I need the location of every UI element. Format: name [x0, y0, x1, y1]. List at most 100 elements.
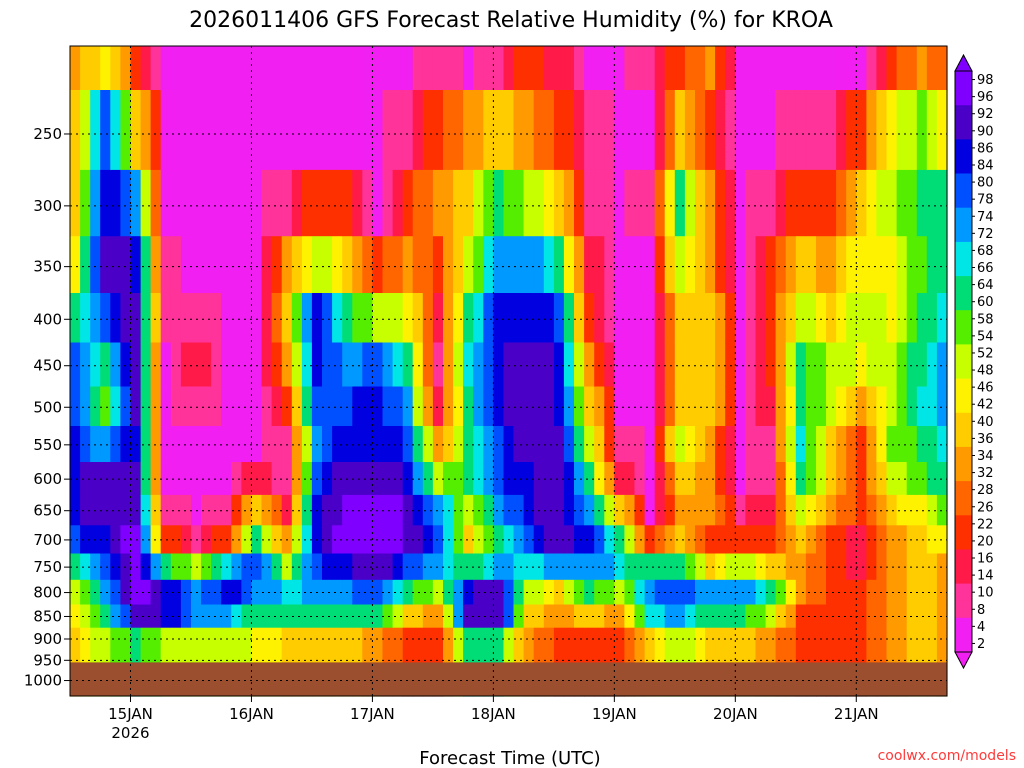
heatmap-cell	[261, 386, 273, 427]
heatmap-cell	[352, 494, 363, 526]
colorbar-swatch	[955, 429, 972, 448]
heatmap-cell	[271, 46, 283, 91]
heatmap-cell	[906, 46, 918, 91]
heatmap-cell	[574, 90, 585, 171]
heatmap-cell	[644, 604, 656, 629]
heatmap-cell	[100, 90, 111, 171]
heatmap-cell	[735, 627, 746, 651]
heatmap-cell	[533, 342, 545, 388]
heatmap-cell	[644, 386, 656, 427]
heatmap-cell	[180, 46, 192, 91]
heatmap-cell	[80, 426, 91, 463]
heatmap-cell	[664, 342, 676, 388]
heatmap-cell	[170, 342, 182, 388]
heatmap-cell	[634, 236, 646, 294]
heatmap-cell	[886, 293, 898, 344]
heatmap-cell	[926, 627, 938, 651]
heatmap-cell	[886, 627, 898, 651]
heatmap-cell	[916, 293, 928, 344]
heatmap-cell	[453, 90, 464, 171]
heatmap-cell	[876, 46, 888, 91]
heatmap-cell	[836, 604, 847, 629]
heatmap-cell	[100, 46, 111, 91]
heatmap-cell	[543, 46, 555, 91]
heatmap-cell	[412, 342, 424, 388]
heatmap-cell	[584, 293, 595, 344]
heatmap-cell	[896, 494, 908, 526]
heatmap-cell	[170, 386, 182, 427]
colorbar-tick-label: 34	[977, 449, 994, 464]
heatmap-cell	[735, 293, 746, 344]
heatmap-cell	[523, 236, 535, 294]
heatmap-cell	[886, 494, 898, 526]
heatmap-cell	[684, 236, 696, 294]
heatmap-cell	[584, 236, 595, 294]
heatmap-cell	[453, 236, 464, 294]
heatmap-cell	[634, 293, 646, 344]
heatmap-cell	[523, 579, 535, 606]
heatmap-cell	[322, 386, 333, 427]
heatmap-cell	[201, 604, 212, 629]
heatmap-cell	[594, 90, 605, 171]
heatmap-cell	[90, 293, 101, 344]
heatmap-cell	[140, 342, 152, 388]
heatmap-cell	[745, 90, 757, 171]
heatmap-cell	[211, 236, 222, 294]
heatmap-cell	[503, 293, 515, 344]
heatmap-cell	[816, 426, 827, 463]
heatmap-cell	[231, 553, 242, 581]
heatmap-cell	[735, 604, 746, 629]
heatmap-cell	[735, 46, 746, 91]
colorbar-swatch	[955, 617, 972, 636]
heatmap-cell	[110, 90, 121, 171]
heatmap-cell	[674, 604, 686, 629]
y-tick-label: 750	[33, 558, 62, 576]
heatmap-cell	[624, 46, 636, 91]
colorbar-frame	[954, 70, 973, 653]
heatmap-cell	[634, 342, 646, 388]
heatmap-cell	[936, 525, 948, 555]
heatmap-cell	[866, 604, 878, 629]
heatmap-cell	[715, 494, 726, 526]
heatmap-cell	[876, 342, 888, 388]
heatmap-cell	[654, 627, 666, 651]
heatmap-cell	[150, 169, 162, 237]
heatmap-cell	[936, 494, 948, 526]
heatmap-cell	[735, 386, 746, 427]
heatmap-cell	[301, 525, 313, 555]
heatmap-cell	[231, 169, 242, 237]
colorbar-swatch	[955, 481, 972, 499]
heatmap-cell	[211, 525, 222, 555]
colorbar-swatch	[955, 634, 972, 653]
credit-link[interactable]: coolwx.com/models	[878, 748, 1016, 764]
heatmap-cell	[745, 46, 757, 91]
heatmap-cell	[795, 494, 807, 526]
heatmap-cell	[594, 46, 605, 91]
heatmap-cell	[311, 386, 323, 427]
heatmap-cell	[926, 236, 938, 294]
heatmap-cell	[684, 342, 696, 388]
heatmap-cell	[170, 579, 182, 606]
heatmap-cell	[140, 169, 152, 237]
heatmap-cell	[463, 426, 474, 463]
heatmap-cell	[604, 169, 615, 237]
heatmap-cell	[785, 342, 797, 388]
heatmap-cell	[211, 462, 222, 496]
heatmap-cell	[241, 426, 253, 463]
heatmap-cell	[715, 604, 726, 629]
colorbar-tick-label: 32	[977, 466, 994, 481]
heatmap-cell	[896, 342, 908, 388]
heatmap-cell	[856, 90, 867, 171]
heatmap-cell	[211, 46, 222, 91]
heatmap-cell	[574, 579, 585, 606]
heatmap-cell	[160, 386, 172, 427]
heatmap-cell	[805, 236, 817, 294]
heatmap-cell	[765, 579, 777, 606]
heatmap-cell	[261, 236, 273, 294]
heatmap-cell	[715, 627, 726, 651]
heatmap-cell	[160, 342, 172, 388]
heatmap-cell	[523, 90, 535, 171]
heatmap-cell	[654, 90, 666, 171]
heatmap-cell	[432, 494, 444, 526]
heatmap-cell	[836, 627, 847, 651]
